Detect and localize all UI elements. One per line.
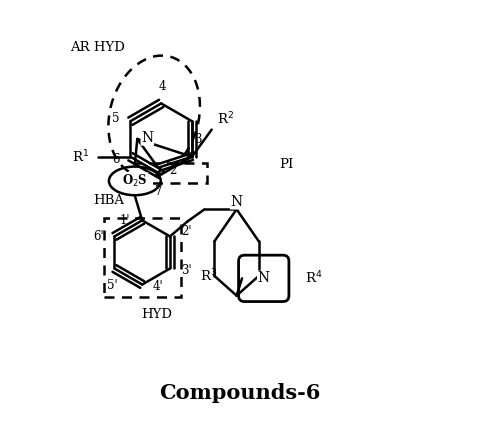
Text: 6': 6' bbox=[93, 230, 104, 243]
Text: Compounds-6: Compounds-6 bbox=[160, 383, 321, 403]
Text: 3: 3 bbox=[194, 133, 202, 146]
Text: 2: 2 bbox=[169, 164, 176, 177]
Text: 7: 7 bbox=[155, 185, 162, 198]
Text: R$^1$: R$^1$ bbox=[72, 148, 90, 165]
Text: HYD: HYD bbox=[142, 308, 172, 321]
Text: N: N bbox=[230, 195, 242, 209]
Text: 1': 1' bbox=[120, 214, 130, 227]
Text: 5': 5' bbox=[106, 279, 118, 292]
Text: 2': 2' bbox=[181, 225, 192, 238]
Text: 4: 4 bbox=[158, 80, 166, 93]
Text: R$^4$: R$^4$ bbox=[305, 270, 322, 287]
Text: AR HYD: AR HYD bbox=[70, 41, 125, 54]
Text: 3': 3' bbox=[181, 264, 192, 277]
Text: PI: PI bbox=[279, 158, 293, 171]
Text: R$^3$: R$^3$ bbox=[200, 268, 217, 284]
Bar bbox=[135, 163, 207, 184]
Text: 6: 6 bbox=[112, 153, 120, 166]
Text: 5: 5 bbox=[112, 112, 120, 125]
Text: 4': 4' bbox=[153, 280, 164, 294]
Bar bbox=[104, 218, 181, 297]
Text: N: N bbox=[258, 272, 270, 286]
Text: HBA: HBA bbox=[93, 194, 124, 207]
Text: O$_2$S: O$_2$S bbox=[122, 173, 148, 189]
Text: R$^2$: R$^2$ bbox=[216, 110, 234, 127]
Text: N: N bbox=[141, 131, 154, 145]
